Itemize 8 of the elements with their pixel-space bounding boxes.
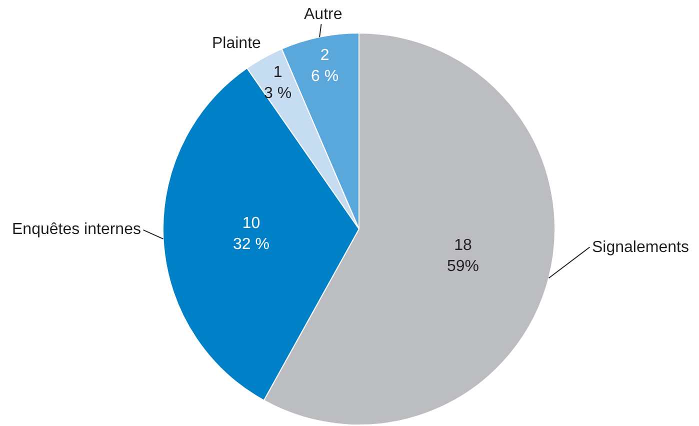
data-label: 1 3 % [264, 64, 292, 102]
slice-label: Autre [304, 6, 342, 23]
data-label: 10 32 % [233, 215, 270, 253]
slice-label: Signalements [592, 239, 689, 256]
slice-label: Plainte [212, 35, 262, 52]
data-label: 2 6 % [311, 47, 339, 85]
data-label: 18 59% [447, 237, 480, 275]
slice-label: Enquêtes internes [12, 221, 141, 238]
